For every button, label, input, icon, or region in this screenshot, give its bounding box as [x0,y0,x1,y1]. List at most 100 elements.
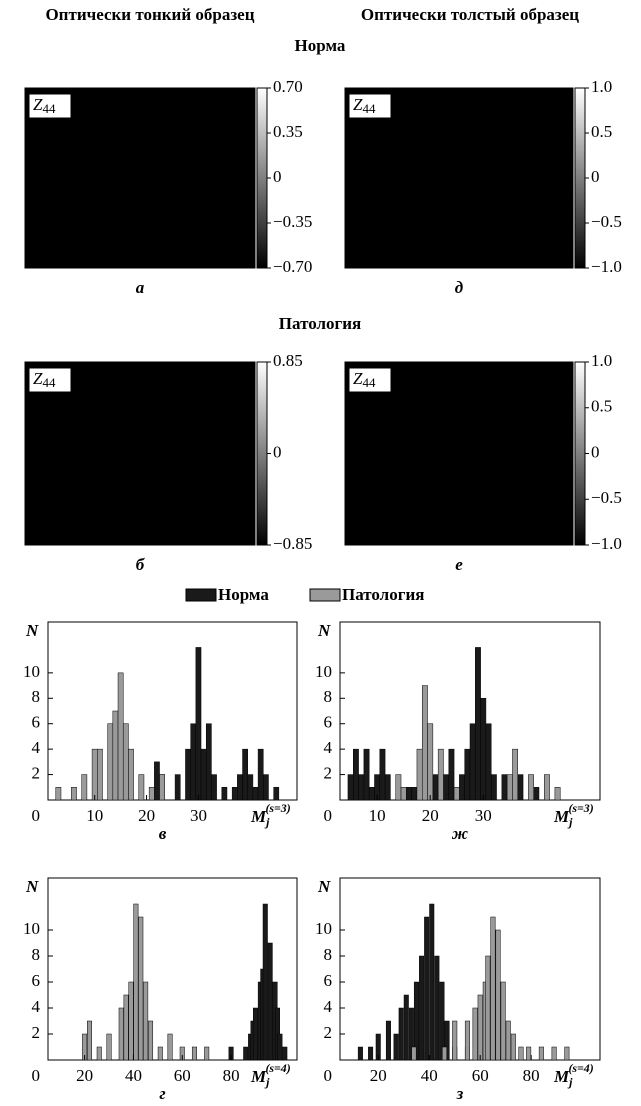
histogram-bar [434,955,440,1061]
histogram-bar [477,994,483,1061]
x-axis-label: Mj(s=3) [553,801,594,829]
histogram-bar [159,774,165,801]
superscript: (s=3) [265,801,290,815]
histogram-bar [106,1033,112,1061]
histogram-bar [204,1046,210,1061]
panel-letter: ж [451,824,468,843]
colorbar-tick-label: 0.85 [273,351,303,370]
x-axis-label: Mj(s=3) [250,801,291,829]
y-tick-label: 10 [315,662,332,681]
histogram-bar [421,685,428,801]
histogram-bar [200,748,207,801]
y-tick-label: 4 [32,738,41,757]
histogram-bar [512,748,519,801]
histogram-bar [191,1046,197,1061]
histogram-bar [167,1033,173,1061]
colorbar-tick-label: −0.85 [273,534,312,553]
histogram-bar [221,787,228,801]
histogram-bar [506,774,513,801]
subscript: j [264,815,270,829]
colorbar-tick-label: 0.70 [273,77,303,96]
row-title: Норма [295,36,346,55]
x-tick-label: 20 [370,1066,387,1085]
histogram-bar [96,1046,102,1061]
histogram-bar [453,787,460,801]
histogram-bar [81,774,88,801]
x-axis-label: Mj(s=4) [250,1061,291,1089]
panel-letter: б [136,555,146,574]
y-tick-label: 6 [324,713,333,732]
histogram-bar [538,1046,544,1061]
y-tick-label: 6 [32,713,41,732]
histogram-bar [138,916,144,1061]
y-tick-label: 4 [32,997,41,1016]
histogram-bar [237,774,243,801]
histogram-bar [533,787,540,801]
histogram-bar [87,1020,92,1061]
histogram-bar [118,1007,124,1061]
y-tick-label: 10 [23,919,40,938]
colorbar-tick-label: −0.70 [273,257,312,276]
histogram-bar [464,748,471,801]
histogram-bar [353,748,359,801]
colorbar [256,87,268,269]
map-label-box [348,367,392,393]
histogram-bar [528,774,534,801]
histogram-bar [154,761,160,801]
histogram-bar [517,774,524,801]
histogram-bar [510,1033,516,1061]
histogram-bar [205,723,212,801]
colorbar-tick-label: 0.5 [591,122,612,141]
histogram-bar [368,1046,374,1061]
x-tick-label: 60 [174,1066,191,1085]
map-label: Z44 [353,369,376,390]
y-tick-label: 0 [324,1066,333,1085]
x-tick-label: 30 [475,806,492,825]
panel-letter: в [159,824,167,843]
colorbar-tick-label: −0.5 [591,212,622,231]
y-tick-label: 2 [32,763,41,782]
histogram-bar [257,748,264,801]
y-axis-label: N [317,621,331,640]
y-tick-label: 8 [324,945,333,964]
symbol: Z [353,95,363,114]
histogram-bar [262,903,268,1061]
colorbar-tick-label: 0.5 [591,397,612,416]
histogram-bar [157,1046,163,1061]
histogram-bar [469,723,476,801]
symbol: M [250,1067,267,1086]
histogram-bar [395,774,402,801]
histogram-bar [551,1046,557,1061]
superscript: (s=4) [568,1061,593,1075]
plot-frame [339,877,601,1061]
histogram-bar [148,787,155,801]
histogram-bar [452,1020,458,1061]
histogram-bar [128,748,134,801]
subscript: 44 [362,375,375,390]
histogram-bar [122,723,129,801]
superscript: (s=3) [568,801,593,815]
histogram-bar [384,774,391,801]
histogram-bar [437,748,444,801]
subscript: 44 [42,375,55,390]
histogram-bar [408,1007,414,1061]
map-frame [344,87,574,269]
histogram-bar [358,774,365,801]
colorbar-tick-label: −1.0 [591,534,622,553]
map-label: Z44 [33,369,56,390]
histogram-bar [480,698,487,801]
map-label-box [28,367,72,393]
subscript: 44 [362,101,375,116]
x-tick-label: 40 [125,1066,142,1085]
histogram-bar [357,1046,363,1061]
map-label: Z44 [33,95,56,116]
superscript: (s=4) [265,1061,290,1075]
histogram-bar [148,1020,154,1061]
map-label: Z44 [353,95,376,116]
histogram-bar [91,748,98,801]
x-tick-label: 10 [86,806,103,825]
histogram-bar [143,981,149,1061]
colorbar-tick-label: −1.0 [591,257,622,276]
histogram-bar [424,916,430,1061]
y-tick-label: 8 [324,687,333,706]
